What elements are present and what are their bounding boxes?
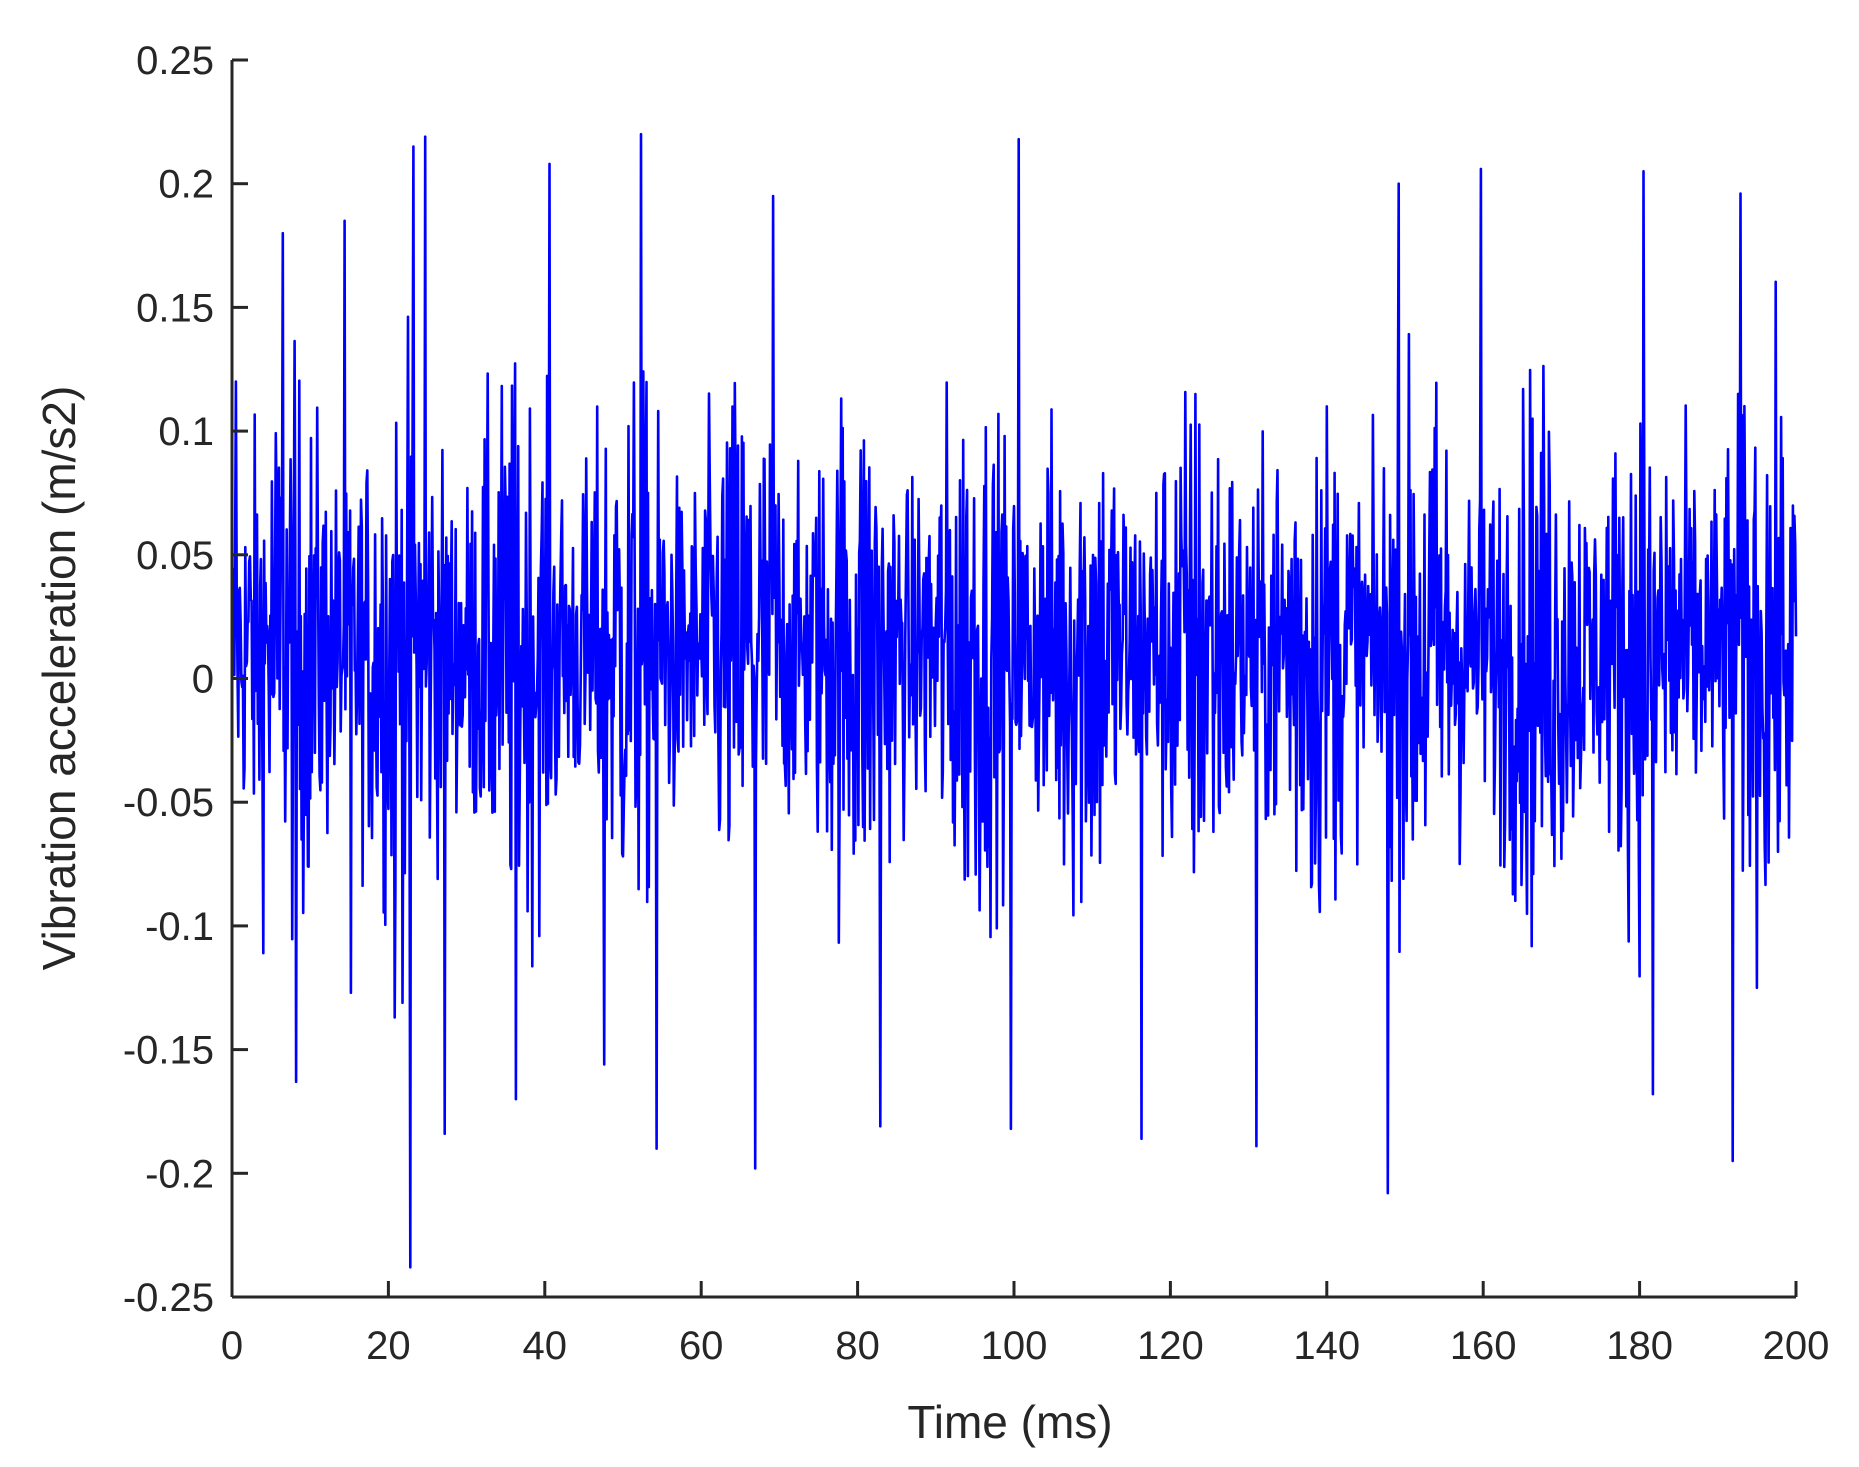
x-tick-label: 180 xyxy=(1606,1324,1673,1368)
y-axis-title: Vibration acceleration (m/s2) xyxy=(33,386,85,971)
y-tick-label: 0.15 xyxy=(136,286,214,330)
y-tick-label: -0.15 xyxy=(123,1029,214,1073)
series-line xyxy=(230,132,1798,1269)
y-tick-label: -0.1 xyxy=(145,905,214,949)
y-tick-label: 0.1 xyxy=(158,410,214,454)
x-tick-label: 80 xyxy=(835,1324,880,1368)
y-tick-label: 0.25 xyxy=(136,39,214,83)
plot-area xyxy=(230,132,1798,1269)
x-tick-label: 160 xyxy=(1450,1324,1517,1368)
x-tick-label: 0 xyxy=(221,1324,243,1368)
x-axis-title: Time (ms) xyxy=(907,1396,1112,1448)
x-tick-label: 40 xyxy=(523,1324,568,1368)
y-tick-label: -0.05 xyxy=(123,781,214,825)
x-ticks: 0 20 40 60 80 100 120 140 160 180 200 xyxy=(221,1281,1830,1368)
x-tick-label: 60 xyxy=(679,1324,724,1368)
y-tick-label: -0.25 xyxy=(123,1276,214,1320)
y-tick-label: 0.05 xyxy=(136,534,214,578)
x-tick-label: 140 xyxy=(1293,1324,1360,1368)
y-ticks: 0.25 0.2 0.15 0.1 0.05 0 -0.05 -0.1 -0.15 -0.2 -0.… xyxy=(123,39,248,1320)
x-tick-label: 120 xyxy=(1137,1324,1204,1368)
y-tick-label: 0.2 xyxy=(158,163,214,207)
y-tick-label: 0 xyxy=(192,658,214,702)
x-tick-label: 100 xyxy=(981,1324,1048,1368)
x-tick-label: 200 xyxy=(1763,1324,1830,1368)
x-tick-label: 20 xyxy=(366,1324,411,1368)
y-tick-label: -0.2 xyxy=(145,1152,214,1196)
